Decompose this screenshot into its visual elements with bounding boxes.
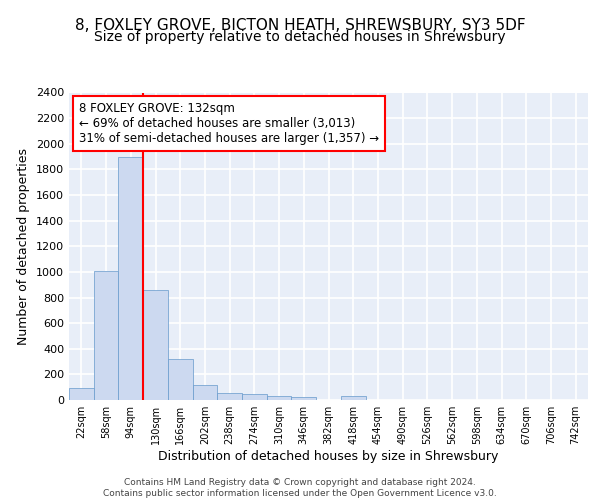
Bar [341, 396, 365, 400]
X-axis label: Distribution of detached houses by size in Shrewsbury: Distribution of detached houses by size … [158, 450, 499, 463]
Bar [69, 388, 94, 400]
Bar [143, 290, 168, 400]
Bar [267, 396, 292, 400]
Bar [193, 386, 217, 400]
Bar [292, 398, 316, 400]
Text: Contains HM Land Registry data © Crown copyright and database right 2024.
Contai: Contains HM Land Registry data © Crown c… [103, 478, 497, 498]
Bar [118, 156, 143, 400]
Text: 8 FOXLEY GROVE: 132sqm
← 69% of detached houses are smaller (3,013)
31% of semi-: 8 FOXLEY GROVE: 132sqm ← 69% of detached… [79, 102, 380, 144]
Bar [217, 393, 242, 400]
Text: Size of property relative to detached houses in Shrewsbury: Size of property relative to detached ho… [94, 30, 506, 44]
Text: 8, FOXLEY GROVE, BICTON HEATH, SHREWSBURY, SY3 5DF: 8, FOXLEY GROVE, BICTON HEATH, SHREWSBUR… [74, 18, 526, 32]
Bar [168, 359, 193, 400]
Bar [94, 270, 118, 400]
Y-axis label: Number of detached properties: Number of detached properties [17, 148, 31, 345]
Bar [242, 394, 267, 400]
